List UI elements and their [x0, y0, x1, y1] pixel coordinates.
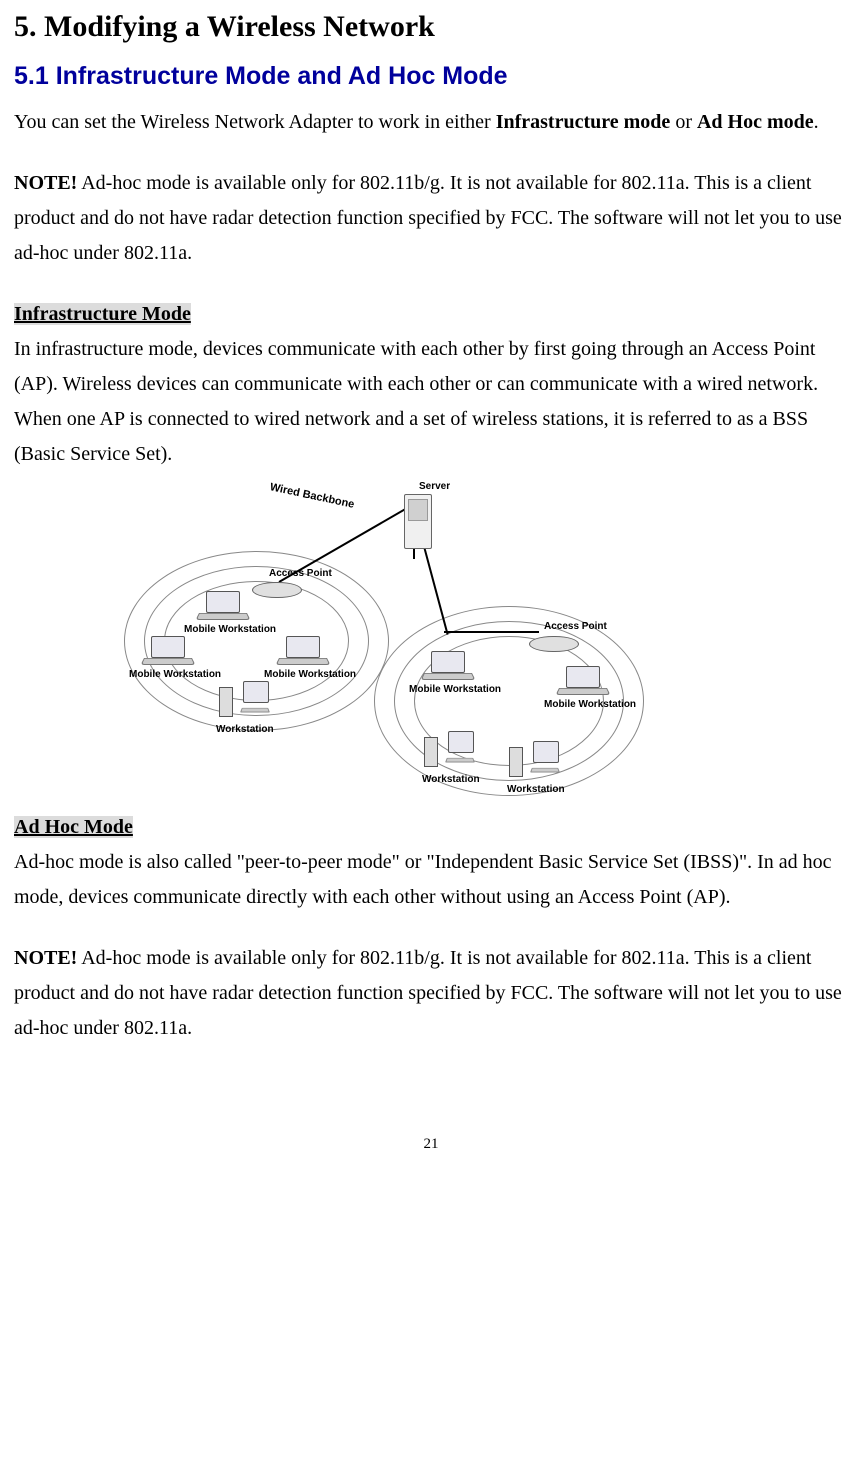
note-label: NOTE!: [14, 947, 77, 969]
note-paragraph-2: NOTE! Ad-hoc mode is available only for …: [14, 941, 848, 1046]
wire-line: [444, 631, 539, 633]
wired-backbone-label: Wired Backbone: [269, 481, 356, 511]
access-point-label: Access Point: [269, 568, 332, 579]
page-number: 21: [14, 1136, 848, 1153]
server-icon: [404, 494, 432, 549]
intro-paragraph: You can set the Wireless Network Adapter…: [14, 105, 848, 140]
note-label: NOTE!: [14, 172, 77, 194]
intro-text-post: .: [814, 111, 819, 133]
infrastructure-paragraph: In infrastructure mode, devices communic…: [14, 332, 848, 472]
mobile-workstation-label: Mobile Workstation: [544, 699, 636, 710]
network-diagram: Server Wired Backbone Access Point Acces…: [114, 476, 654, 806]
intro-bold-infra: Infrastructure mode: [496, 111, 671, 133]
mobile-workstation-label: Mobile Workstation: [129, 669, 221, 680]
laptop-icon: [144, 636, 192, 666]
desktop-icon: [424, 731, 474, 773]
adhoc-paragraph: Ad-hoc mode is also called "peer-to-peer…: [14, 845, 848, 915]
intro-text-pre: You can set the Wireless Network Adapter…: [14, 111, 496, 133]
mobile-workstation-label: Mobile Workstation: [409, 684, 501, 695]
mobile-workstation-label: Mobile Workstation: [184, 624, 276, 635]
server-label: Server: [419, 481, 450, 492]
mobile-workstation-label: Mobile Workstation: [264, 669, 356, 680]
note-text: Ad-hoc mode is available only for 802.11…: [14, 172, 842, 264]
access-point-icon: [252, 582, 302, 598]
laptop-icon: [424, 651, 472, 681]
note-text: Ad-hoc mode is available only for 802.11…: [14, 947, 842, 1039]
access-point-icon: [529, 636, 579, 652]
workstation-label: Workstation: [422, 774, 480, 785]
laptop-icon: [559, 666, 607, 696]
access-point-label: Access Point: [544, 621, 607, 632]
note-paragraph-1: NOTE! Ad-hoc mode is available only for …: [14, 166, 848, 271]
intro-text-mid: or: [670, 111, 697, 133]
adhoc-heading-wrap: Ad Hoc Mode: [14, 810, 848, 845]
section-heading: 5.1 Infrastructure Mode and Ad Hoc Mode: [14, 62, 848, 91]
infrastructure-heading: Infrastructure Mode: [14, 303, 191, 325]
laptop-icon: [199, 591, 247, 621]
laptop-icon: [279, 636, 327, 666]
infrastructure-heading-wrap: Infrastructure Mode: [14, 297, 848, 332]
page-title: 5. Modifying a Wireless Network: [14, 10, 848, 44]
intro-bold-adhoc: Ad Hoc mode: [697, 111, 814, 133]
workstation-label: Workstation: [216, 724, 274, 735]
adhoc-heading: Ad Hoc Mode: [14, 816, 133, 838]
workstation-label: Workstation: [507, 784, 565, 795]
desktop-icon: [509, 741, 559, 783]
desktop-icon: [219, 681, 269, 723]
